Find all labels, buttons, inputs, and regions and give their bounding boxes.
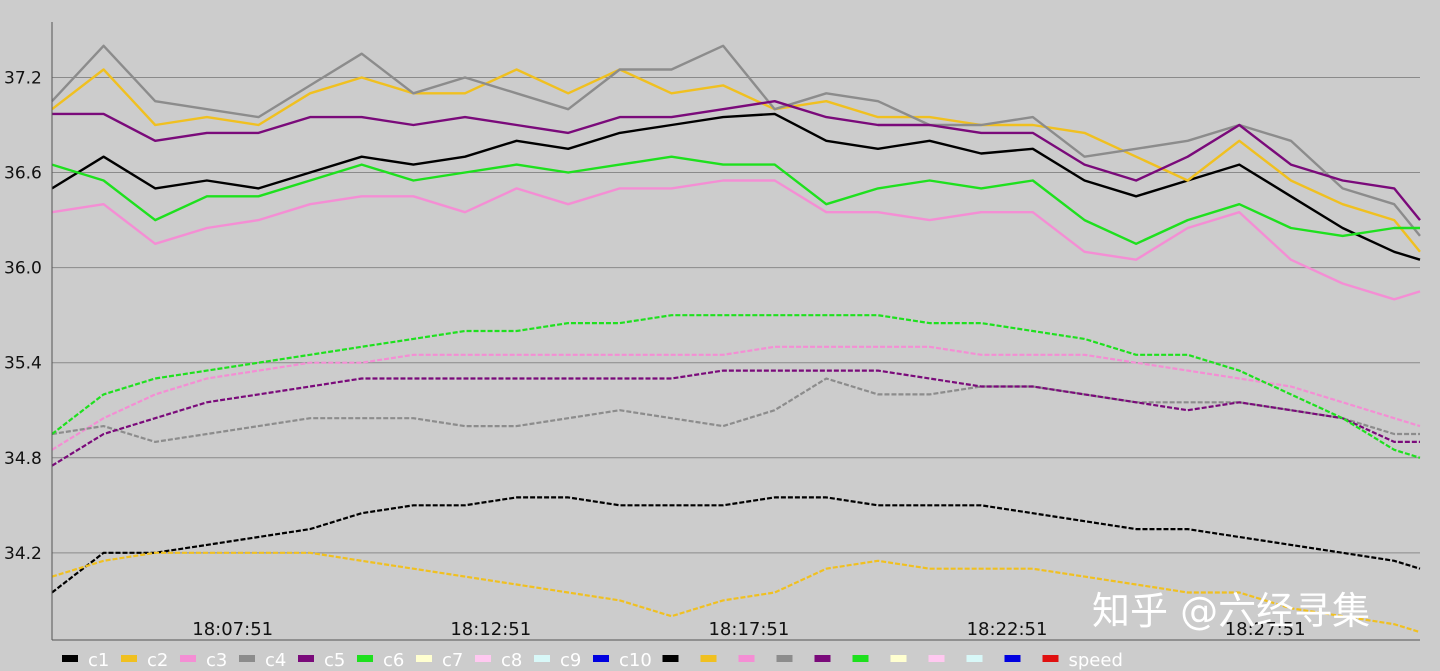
x-tick-label-2: 18:17:51 — [708, 619, 789, 640]
series-c4-solid-line — [51, 44, 1421, 237]
series-c1-dotted-line — [51, 496, 1421, 594]
series-c4-dotted-line — [51, 377, 1420, 443]
y-tick-label-0: 34.2 — [4, 544, 42, 564]
series-c5-dotted-line — [51, 369, 1420, 467]
x-tick-label-1: 18:12:51 — [450, 619, 531, 640]
legend-swatch-5 — [357, 655, 373, 662]
legend-label-0: c1 — [88, 650, 109, 671]
legend-swatch-8 — [534, 655, 550, 662]
legend-swatch-17 — [928, 655, 945, 662]
legend-swatch-12 — [738, 655, 755, 662]
y-tick-label-2: 35.4 — [4, 354, 42, 374]
legend-swatch-20 — [1042, 655, 1059, 662]
legend-swatch-1 — [121, 655, 137, 662]
series-c5-solid-line — [52, 99, 1421, 221]
legend-swatch-11 — [700, 655, 717, 662]
y-tick-label-1: 34.8 — [4, 449, 42, 469]
legend-swatch-16 — [890, 655, 907, 662]
series-lines — [51, 44, 1421, 634]
legend-swatch-9 — [593, 655, 609, 662]
legend-label-8: c9 — [560, 650, 581, 671]
series-c3-solid-line — [51, 179, 1421, 301]
legend-swatch-19 — [1004, 655, 1021, 662]
legend-swatch-4 — [298, 655, 314, 662]
legend-swatch-0 — [62, 655, 78, 662]
legend-swatch-15 — [852, 655, 869, 662]
series-c6-solid-line — [51, 155, 1420, 246]
series-c3-dotted-line — [51, 345, 1421, 451]
grid — [52, 76, 1420, 554]
legend-label-3: c4 — [265, 650, 286, 671]
legend-swatch-6 — [416, 655, 432, 662]
series-c2-dotted-line — [51, 551, 1421, 634]
axes: 34.2 34.8 35.4 36.0 36.6 37.2 18:07:51 18:12:51… — [4, 22, 1420, 641]
legend-swatch-13 — [776, 655, 793, 662]
legend-label-7: c8 — [501, 650, 522, 671]
series-c6-dotted-line — [51, 314, 1421, 459]
y-tick-label-4: 36.6 — [4, 164, 42, 184]
x-tick-label-3: 18:22:51 — [967, 619, 1048, 640]
x-tick-label-4: 18:27:51 — [1225, 619, 1306, 640]
watermark: 知乎 @六经寻集 — [1092, 589, 1370, 633]
legend-label-1: c2 — [147, 650, 168, 671]
legend-swatch-3 — [239, 655, 255, 662]
y-tick-label-5: 37.2 — [4, 68, 42, 88]
legend-swatch-14 — [814, 655, 831, 662]
legend: c1 c2 c3 c4 c5 c6 c7 c8 c9 c10 speed — [62, 650, 1123, 671]
series-c1-solid-line — [51, 112, 1421, 261]
legend-swatch-7 — [475, 655, 491, 662]
legend-label-6: c7 — [442, 650, 463, 671]
legend-label-20: speed — [1069, 650, 1123, 671]
legend-label-4: c5 — [324, 650, 345, 671]
legend-swatch-10 — [662, 655, 679, 662]
y-tick-label-3: 36.0 — [4, 259, 42, 279]
legend-swatch-2 — [180, 655, 196, 662]
legend-label-9: c10 — [619, 650, 652, 671]
legend-label-5: c6 — [383, 650, 404, 671]
legend-swatch-18 — [966, 655, 983, 662]
x-tick-label-0: 18:07:51 — [192, 619, 273, 640]
legend-label-2: c3 — [206, 650, 227, 671]
series-c2-solid-line — [51, 68, 1421, 253]
